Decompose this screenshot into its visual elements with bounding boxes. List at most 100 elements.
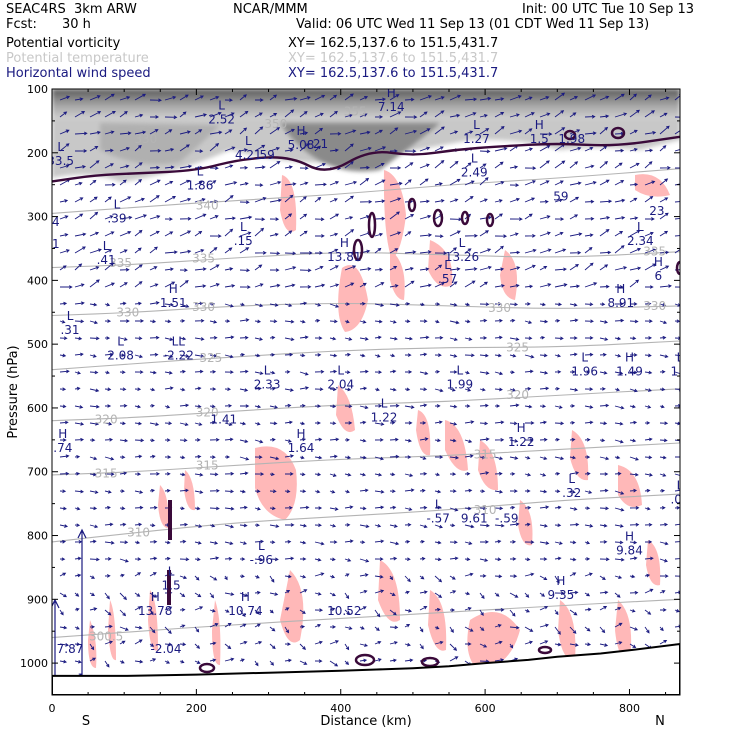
- wind-vector: [584, 540, 591, 545]
- extremum-value: 7.14: [378, 100, 405, 114]
- wind-vector: [419, 437, 429, 441]
- wind-vector: [659, 438, 668, 443]
- wind-vector: [659, 455, 667, 460]
- wind-vector: [389, 575, 394, 581]
- wind-vector: [599, 371, 608, 375]
- wind-vector: [554, 283, 568, 288]
- wind-vector: [434, 126, 445, 135]
- wind-vector: [404, 266, 414, 271]
- wind-vector: [524, 438, 534, 442]
- wind-vector: [359, 455, 367, 460]
- extremum-value: 2.34: [627, 234, 654, 248]
- wind-vector: [329, 148, 339, 153]
- wind-vector: [209, 95, 220, 101]
- wind-vector: [374, 557, 384, 561]
- wind-vector: [224, 98, 233, 102]
- wind-vector: [89, 388, 100, 393]
- wind-vector: [254, 455, 263, 459]
- wind-vector: [674, 539, 680, 543]
- wind-vector: [209, 437, 220, 442]
- wind-vector: [254, 183, 264, 187]
- wind-vector: [374, 247, 382, 254]
- wind-vector: [584, 319, 594, 324]
- wind-vector: [89, 179, 97, 186]
- wind-vector: [359, 386, 368, 391]
- wind-vector: [284, 472, 294, 476]
- wind-vector: [569, 643, 579, 647]
- wind-vector: [329, 198, 338, 203]
- theta-label: 350: [264, 117, 287, 131]
- wind-vector: [194, 557, 201, 562]
- wind-vector: [225, 455, 231, 459]
- wind-vector: [404, 522, 412, 527]
- wind-vector: [539, 640, 549, 645]
- wind-vector: [299, 609, 306, 614]
- wind-vector: [674, 557, 680, 560]
- wind-vector: [524, 386, 532, 391]
- wind-vector: [599, 160, 608, 169]
- wind-vector: [359, 267, 372, 271]
- wind-vector: [524, 96, 533, 101]
- extremum-value: 1.27: [463, 132, 490, 146]
- extremum-marker: H: [297, 124, 306, 138]
- wind-vector: [299, 131, 309, 135]
- wind-vector: [554, 609, 559, 616]
- wind-vector: [494, 267, 505, 271]
- wind-vector: [374, 609, 381, 618]
- wind-vector: [524, 248, 537, 254]
- wind-vector: [60, 285, 73, 289]
- wind-vector: [59, 625, 68, 630]
- wind-vector: [404, 557, 411, 562]
- wind-vector: [359, 438, 367, 443]
- wind-vector: [329, 387, 337, 392]
- wind-vector: [254, 640, 263, 645]
- wind-vector: [149, 658, 157, 662]
- wind-vector: [584, 572, 593, 577]
- wind-vector: [224, 556, 233, 561]
- wind-vector: [194, 490, 204, 494]
- wind-vector: [59, 572, 67, 577]
- wind-vector: [344, 337, 353, 341]
- wind-vector: [479, 149, 491, 154]
- wind-vector: [374, 490, 385, 494]
- wind-vector: [449, 354, 458, 358]
- wind-vector: [344, 93, 354, 101]
- wind-vector: [239, 181, 249, 186]
- wind-vector: [569, 181, 582, 186]
- wind-vector: [299, 472, 306, 477]
- init-time: Init: 00 UTC Tue 10 Sep 13: [522, 2, 695, 17]
- wind-vector: [659, 608, 667, 612]
- wind-vector: [374, 97, 387, 102]
- extremum-value: -.59: [495, 511, 518, 525]
- wind-vector: [494, 112, 505, 118]
- wind-vector: [554, 92, 566, 101]
- wind-vector: [254, 353, 261, 358]
- wind-vector: [599, 606, 608, 611]
- wind-vector: [284, 556, 295, 561]
- wind-vector: [645, 285, 654, 289]
- wind-vector: [179, 387, 186, 392]
- wind-vector: [524, 505, 532, 510]
- wind-vector: [584, 420, 594, 425]
- wind-vector: [194, 95, 204, 101]
- wind-vector: [179, 130, 191, 135]
- wind-vector: [224, 437, 234, 442]
- wind-vector: [464, 353, 475, 358]
- wind-vector: [554, 302, 563, 307]
- extremum-marker: L: [459, 236, 466, 250]
- y-tick-label: 600: [27, 402, 48, 415]
- wind-vector: [269, 405, 279, 409]
- wind-vector: [329, 131, 342, 136]
- wind-vector: [254, 337, 264, 341]
- wind-vector: [675, 455, 680, 459]
- wind-vector: [374, 216, 386, 221]
- wind-vector: [209, 215, 219, 220]
- wind-vector: [269, 146, 281, 152]
- wind-vector: [359, 301, 366, 306]
- wind-vector: [629, 574, 636, 579]
- wind-vector: [89, 625, 96, 629]
- wind-vector: [179, 488, 189, 493]
- wind-vector: [539, 319, 549, 324]
- wind-vector: [209, 234, 222, 238]
- wind-vector: [419, 505, 428, 510]
